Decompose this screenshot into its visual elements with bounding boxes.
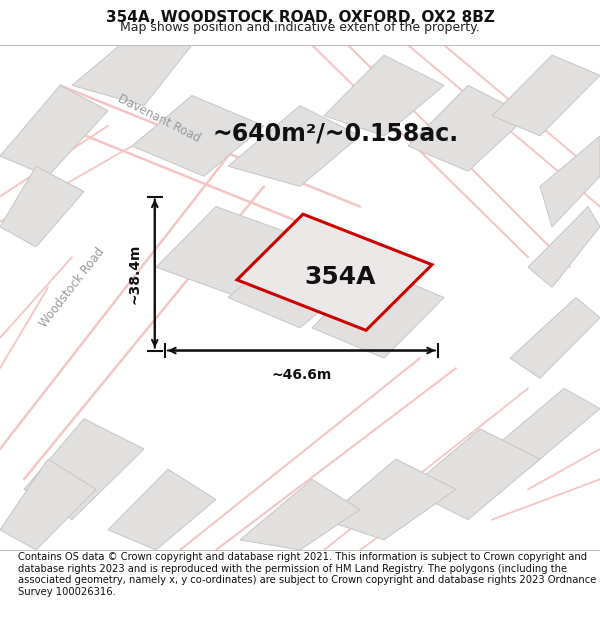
Polygon shape — [72, 45, 192, 106]
Polygon shape — [228, 106, 360, 186]
Polygon shape — [492, 388, 600, 469]
Polygon shape — [24, 419, 144, 520]
Polygon shape — [228, 237, 372, 328]
Text: ~38.4m: ~38.4m — [128, 243, 142, 304]
Polygon shape — [0, 86, 108, 176]
Polygon shape — [0, 166, 84, 247]
Polygon shape — [528, 207, 600, 288]
Text: Contains OS data © Crown copyright and database right 2021. This information is : Contains OS data © Crown copyright and d… — [18, 552, 596, 597]
Polygon shape — [108, 469, 216, 550]
Text: ~46.6m: ~46.6m — [271, 368, 332, 382]
Text: 354A: 354A — [305, 265, 376, 289]
Text: Davenant Road: Davenant Road — [116, 92, 202, 144]
Polygon shape — [324, 55, 444, 136]
Text: Map shows position and indicative extent of the property.: Map shows position and indicative extent… — [120, 21, 480, 34]
Polygon shape — [510, 298, 600, 378]
Polygon shape — [540, 136, 600, 227]
Text: ~640m²/~0.158ac.: ~640m²/~0.158ac. — [213, 121, 459, 146]
Polygon shape — [237, 214, 432, 331]
Polygon shape — [240, 479, 360, 550]
Polygon shape — [408, 86, 528, 171]
Polygon shape — [156, 207, 300, 298]
Polygon shape — [324, 459, 456, 540]
Polygon shape — [132, 96, 264, 176]
Polygon shape — [312, 268, 444, 358]
Polygon shape — [408, 429, 540, 520]
Text: Woodstock Road: Woodstock Road — [37, 245, 107, 329]
Polygon shape — [0, 459, 96, 550]
Polygon shape — [492, 55, 600, 136]
Text: 354A, WOODSTOCK ROAD, OXFORD, OX2 8BZ: 354A, WOODSTOCK ROAD, OXFORD, OX2 8BZ — [106, 10, 494, 25]
